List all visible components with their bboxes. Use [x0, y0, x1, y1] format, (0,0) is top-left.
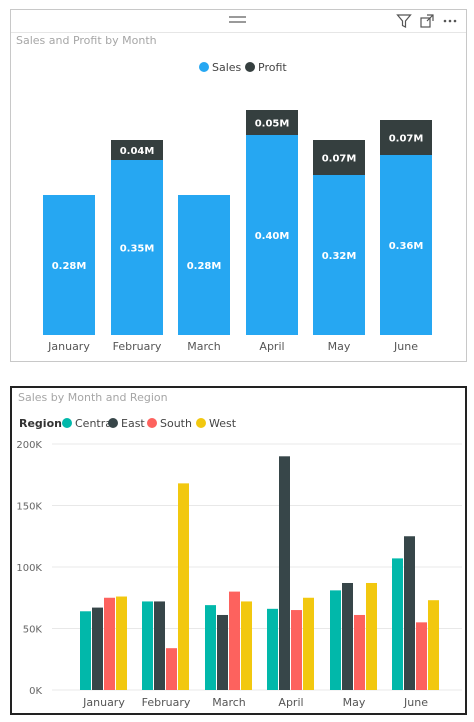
- south-bar[interactable]: [416, 622, 427, 690]
- x-axis-label: March: [187, 340, 221, 353]
- sales-bar[interactable]: [178, 195, 230, 335]
- y-axis-label: 150K: [16, 502, 42, 513]
- east-bar[interactable]: [217, 614, 228, 690]
- central-bar[interactable]: [330, 590, 341, 690]
- central-bar[interactable]: [80, 611, 91, 690]
- legend-title: Region: [19, 417, 62, 430]
- profit-bar[interactable]: [313, 140, 365, 175]
- x-axis-label: June: [393, 340, 418, 353]
- legend-marker-south[interactable]: [147, 418, 157, 428]
- x-axis-label: February: [113, 340, 162, 353]
- central-bar[interactable]: [205, 605, 216, 690]
- profit-bar[interactable]: [380, 120, 432, 155]
- drag-handle-icon[interactable]: [229, 16, 246, 23]
- sales-data-label: 0.32M: [322, 251, 357, 262]
- south-bar[interactable]: [354, 614, 365, 690]
- sales-profit-chart[interactable]: Sales Profit 0.28M January 0.35M 0.04M Februar…: [11, 10, 466, 361]
- east-bar[interactable]: [279, 456, 290, 690]
- sales-bar[interactable]: [246, 135, 298, 335]
- sales-data-label: 0.28M: [187, 261, 222, 272]
- x-axis-label: May: [328, 340, 351, 353]
- legend-label-central[interactable]: Central: [75, 417, 115, 430]
- x-axis-label: January: [82, 696, 125, 709]
- focus-mode-icon[interactable]: [419, 13, 435, 29]
- sales-bar[interactable]: [313, 175, 365, 335]
- legend-marker-west[interactable]: [196, 418, 206, 428]
- x-axis-label: June: [403, 696, 428, 709]
- x-axis-label: May: [343, 696, 366, 709]
- east-bar[interactable]: [342, 582, 353, 690]
- central-bar[interactable]: [392, 558, 403, 690]
- legend-marker-sales[interactable]: [199, 62, 209, 72]
- sales-bar[interactable]: [111, 160, 163, 335]
- filter-icon[interactable]: [396, 13, 412, 29]
- legend-marker-central[interactable]: [62, 418, 72, 428]
- west-bar[interactable]: [366, 582, 377, 690]
- south-bar[interactable]: [104, 597, 115, 690]
- profit-data-label: 0.04M: [120, 146, 155, 157]
- west-bar[interactable]: [303, 597, 314, 690]
- sales-bar[interactable]: [43, 195, 95, 335]
- south-bar[interactable]: [291, 610, 302, 690]
- y-axis-label: 50K: [23, 625, 43, 636]
- legend-marker-east[interactable]: [108, 418, 118, 428]
- east-bar[interactable]: [92, 607, 103, 690]
- y-axis-label: 0K: [29, 686, 42, 697]
- visual-header: [11, 10, 466, 33]
- sales-region-chart[interactable]: 0K 50K 100K 150K 200K Region Central East South W…: [12, 388, 465, 713]
- chart-title: Sales and Profit by Month: [16, 34, 157, 47]
- profit-data-label: 0.05M: [255, 119, 290, 130]
- sales-data-label: 0.36M: [389, 241, 424, 252]
- y-axis-label: 100K: [16, 563, 42, 574]
- central-bar[interactable]: [267, 608, 278, 690]
- sales-data-label: 0.35M: [120, 244, 155, 255]
- south-bar[interactable]: [229, 591, 240, 690]
- central-bar[interactable]: [142, 601, 153, 690]
- legend-label-east[interactable]: East: [121, 417, 145, 430]
- east-bar[interactable]: [404, 536, 415, 690]
- west-bar[interactable]: [116, 596, 127, 690]
- x-axis-label: January: [47, 340, 90, 353]
- profit-data-label: 0.07M: [322, 154, 357, 165]
- east-bar[interactable]: [154, 601, 165, 690]
- x-axis-label: April: [278, 696, 303, 709]
- sales-region-visual[interactable]: Sales by Month and Region 0K 50K 100K 150K 2…: [10, 386, 467, 715]
- profit-bar[interactable]: [246, 110, 298, 135]
- legend-label-profit[interactable]: Profit: [258, 61, 287, 74]
- profit-data-label: 0.07M: [389, 134, 424, 145]
- sales-profit-visual[interactable]: Sales and Profit by Month Sales Profit 0.2…: [10, 9, 467, 362]
- west-bar[interactable]: [178, 483, 189, 690]
- south-bar[interactable]: [166, 648, 177, 690]
- x-axis-label: March: [212, 696, 246, 709]
- sales-data-label: 0.28M: [52, 261, 87, 272]
- west-bar[interactable]: [241, 601, 252, 690]
- chart-title: Sales by Month and Region: [18, 391, 168, 404]
- legend-label-west[interactable]: West: [209, 417, 237, 430]
- sales-bar[interactable]: [380, 155, 432, 335]
- x-axis-label: April: [259, 340, 284, 353]
- x-axis-label: February: [142, 696, 191, 709]
- west-bar[interactable]: [428, 600, 439, 690]
- legend-label-south[interactable]: South: [160, 417, 192, 430]
- more-options-icon[interactable]: [442, 13, 458, 29]
- profit-bar[interactable]: [111, 140, 163, 160]
- legend-label-sales[interactable]: Sales: [212, 61, 242, 74]
- legend-marker-profit[interactable]: [245, 62, 255, 72]
- sales-data-label: 0.40M: [255, 231, 290, 242]
- y-axis-label: 200K: [16, 440, 42, 451]
